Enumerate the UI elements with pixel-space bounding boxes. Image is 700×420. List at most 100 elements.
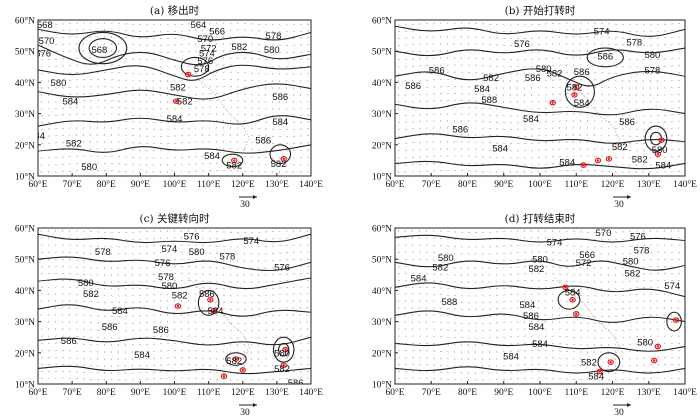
y-tick-label: 40°N	[15, 78, 35, 89]
contour-ring	[272, 336, 295, 363]
precip-core	[656, 152, 660, 156]
contour-label: 574	[243, 236, 259, 247]
precip-core	[674, 318, 678, 322]
panel-title: (a) 移出时	[150, 4, 200, 17]
contour-label: 584	[559, 157, 575, 168]
x-tick-label: 80°E	[458, 179, 477, 190]
x-tick-label: 130°E	[265, 179, 289, 190]
precip-cell	[672, 317, 680, 323]
precip-cell	[173, 98, 180, 104]
y-tick-label: 20°N	[372, 140, 392, 151]
y-tick-label: 60°N	[372, 224, 392, 235]
contour-ring	[557, 289, 581, 310]
y-tick-label: 40°N	[372, 78, 392, 89]
contour-ring	[180, 56, 210, 77]
precip-cell	[596, 368, 604, 375]
precip-core	[575, 312, 578, 315]
contour-line	[395, 310, 685, 323]
contour-label: 582	[271, 159, 287, 170]
x-tick-label: 90°E	[131, 179, 150, 190]
contour-label: 586	[288, 378, 304, 389]
precip-core	[282, 364, 285, 367]
x-tick-label: 140°E	[299, 179, 323, 190]
contour-label: 572	[576, 258, 592, 269]
contour-label: 582	[66, 139, 82, 150]
x-tick-label: 100°E	[163, 387, 187, 398]
contour-label: 574	[547, 238, 563, 249]
precip-cell	[174, 303, 182, 309]
contour-label: 584	[474, 84, 490, 95]
x-tick-label: 110°E	[565, 179, 589, 190]
contour-line	[38, 304, 311, 317]
contour-label: 582	[83, 289, 99, 300]
contour-label: 582	[632, 154, 648, 165]
contour-label: 582	[172, 291, 188, 302]
y-tick-label: 10°N	[372, 380, 392, 391]
contour-label: 580	[637, 337, 653, 348]
x-tick-label: 60°E	[385, 387, 404, 398]
precip-cell	[282, 346, 289, 353]
contour-label: 578	[158, 272, 174, 283]
contour-line	[38, 233, 311, 244]
y-tick-label: 20°N	[372, 348, 392, 359]
x-tick-label: 100°E	[528, 179, 552, 190]
precip-cell	[654, 151, 662, 157]
contour-label: 578	[626, 37, 642, 48]
precip-cell	[654, 343, 662, 350]
contour-line	[38, 365, 311, 375]
x-tick-label: 120°E	[601, 387, 625, 398]
x-tick-label: 110°E	[565, 387, 589, 398]
y-tick-label: 30°N	[15, 109, 35, 120]
contour-label: 586	[523, 311, 539, 322]
contour-label: 580	[51, 78, 67, 89]
precip-core	[573, 93, 576, 97]
contour-line	[395, 47, 685, 57]
precip-core	[564, 286, 567, 289]
x-tick-label: 100°E	[528, 387, 552, 398]
reference-vector-arrowhead	[627, 195, 631, 199]
contour-line	[38, 336, 311, 346]
contour-ring	[88, 38, 118, 58]
contour-label: 584	[519, 300, 535, 311]
x-tick-label: 100°E	[163, 179, 187, 190]
x-tick-label: 130°E	[637, 179, 661, 190]
contour-label: 574	[161, 244, 177, 255]
contour-label: 586	[255, 136, 271, 147]
y-tick-label: 60°N	[15, 16, 35, 27]
contour-line	[38, 144, 311, 154]
x-tick-label: 60°E	[28, 387, 47, 398]
x-tick-label: 80°E	[458, 387, 477, 398]
precip-core	[233, 159, 236, 162]
contour-label: 584	[62, 97, 78, 108]
contour-label: 570	[39, 36, 55, 47]
contour-label: 582	[170, 83, 186, 94]
contour-label: 582	[625, 269, 641, 280]
contour-label: 586	[525, 73, 541, 84]
precip-cell	[220, 373, 228, 380]
contour-label: 586	[429, 65, 445, 76]
y-tick-label: 10°N	[15, 380, 35, 391]
x-tick-label: 80°E	[97, 179, 116, 190]
contour-label: 582	[231, 42, 247, 53]
contour-label: 582	[226, 356, 242, 367]
contour-label: 576	[274, 263, 290, 274]
precip-core	[609, 360, 612, 364]
y-tick-label: 50°N	[15, 255, 35, 266]
precip-cell	[184, 71, 192, 78]
map-panel: (d) 打转结束时5705745765785805825845805825665…	[372, 212, 697, 418]
precip-cell	[239, 367, 246, 373]
contour-label: 582	[528, 264, 544, 275]
contour-label: 84	[34, 131, 45, 142]
contour-label: 578	[644, 65, 660, 76]
contour-label: 582	[483, 73, 499, 84]
reference-vector-arrowhead	[253, 195, 257, 199]
contour-line	[38, 83, 311, 100]
contour-label: 588	[441, 297, 457, 308]
precip-cell	[605, 156, 613, 162]
contour-label: 586	[272, 92, 288, 103]
contour-label: 580	[438, 253, 454, 264]
